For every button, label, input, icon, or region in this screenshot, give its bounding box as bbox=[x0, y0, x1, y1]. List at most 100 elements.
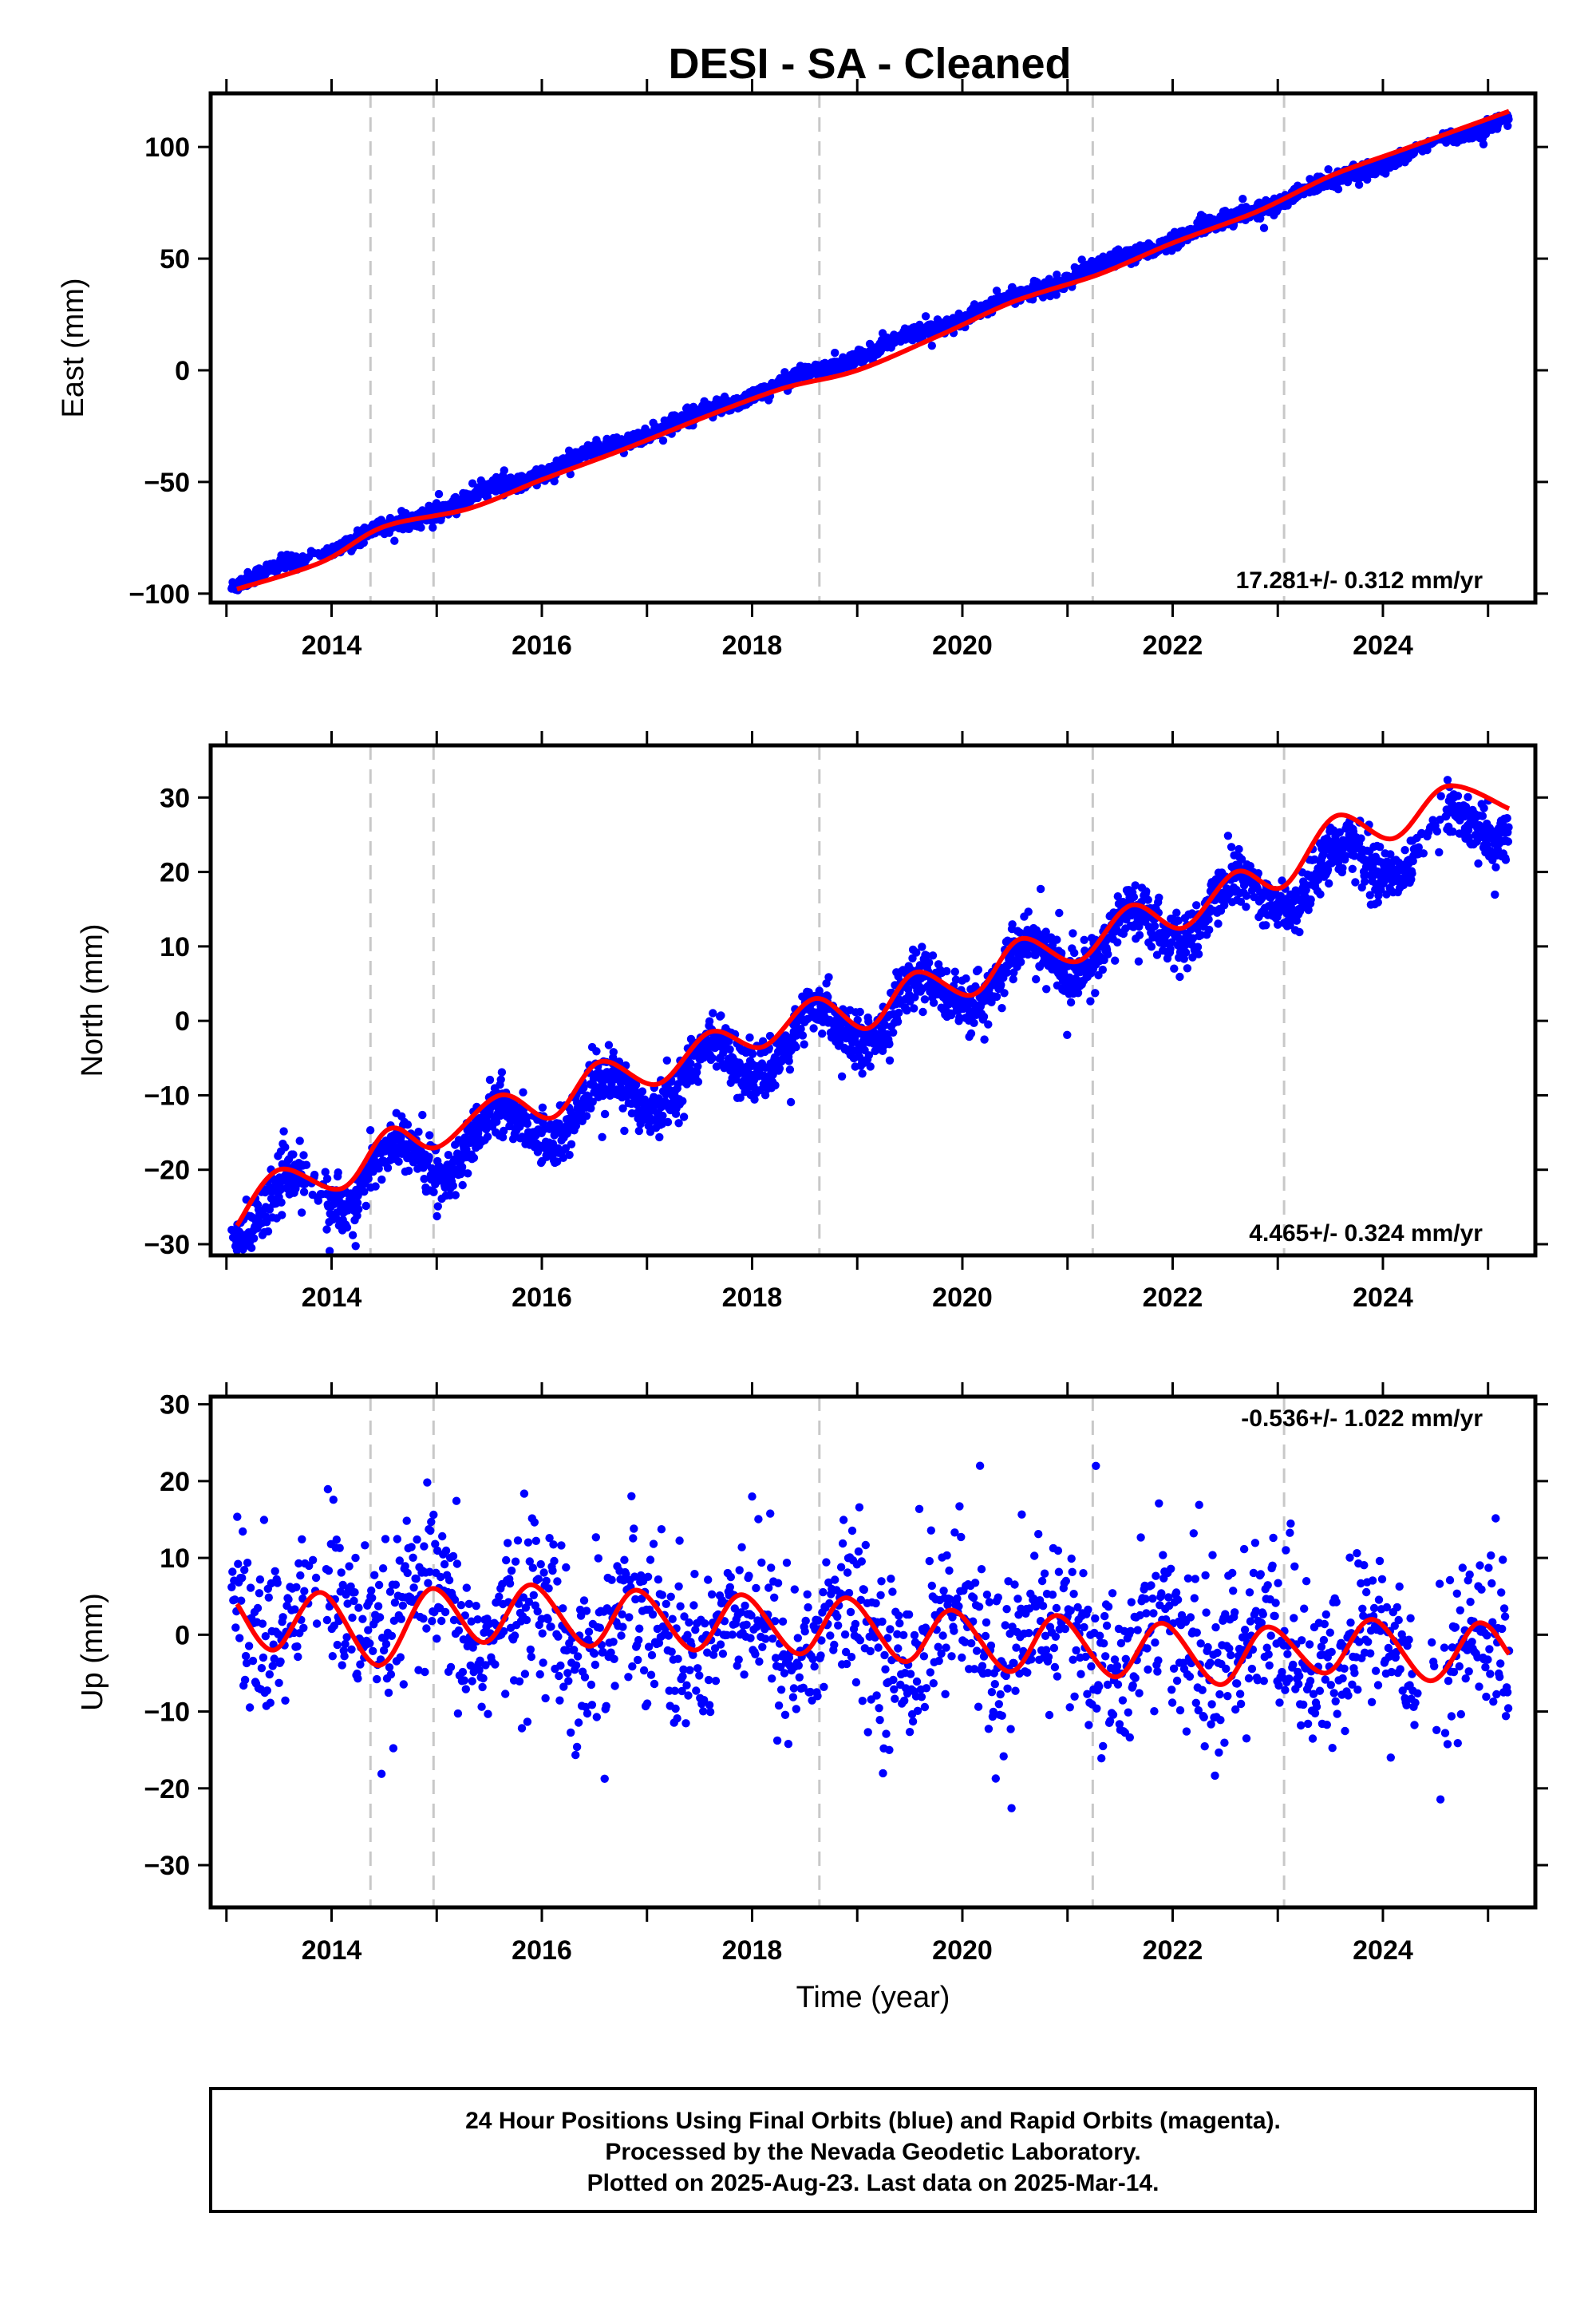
data-point bbox=[523, 1119, 532, 1128]
figure-title: DESI - SA - Cleaned bbox=[668, 40, 1071, 88]
data-point bbox=[1181, 948, 1191, 957]
data-point bbox=[397, 1132, 405, 1141]
data-point bbox=[1063, 1030, 1072, 1040]
data-point bbox=[1259, 223, 1269, 232]
data-point bbox=[970, 1018, 978, 1028]
data-point bbox=[497, 1068, 507, 1077]
data-point bbox=[1223, 832, 1233, 840]
data-point bbox=[1204, 915, 1213, 924]
data-point bbox=[889, 1028, 898, 1037]
data-point bbox=[485, 1075, 495, 1085]
data-point bbox=[492, 1117, 501, 1126]
data-point bbox=[974, 966, 983, 974]
data-point bbox=[277, 1198, 286, 1207]
data-point bbox=[1295, 927, 1304, 937]
data-point bbox=[1052, 290, 1061, 299]
data-point bbox=[1142, 887, 1151, 896]
data-point bbox=[354, 1205, 363, 1214]
data-point bbox=[567, 1140, 576, 1149]
data-point bbox=[824, 973, 833, 982]
plot-frame bbox=[208, 91, 1538, 605]
data-point bbox=[394, 1157, 403, 1166]
data-point bbox=[1316, 890, 1325, 899]
data-point bbox=[1017, 958, 1025, 966]
data-point bbox=[809, 1024, 818, 1033]
data-point bbox=[1086, 997, 1095, 1006]
y-axis-label: East (mm) bbox=[57, 278, 90, 417]
data-point bbox=[792, 1042, 800, 1052]
data-point bbox=[403, 1120, 413, 1129]
data-point bbox=[617, 1084, 626, 1093]
data-point bbox=[451, 1191, 460, 1199]
data-point bbox=[1066, 998, 1076, 1007]
data-point bbox=[604, 1041, 614, 1049]
data-point bbox=[755, 1086, 764, 1095]
data-point bbox=[1032, 974, 1041, 984]
data-point bbox=[1363, 175, 1372, 184]
data-point bbox=[417, 523, 425, 532]
data-point bbox=[748, 1049, 757, 1058]
data-point bbox=[383, 1164, 393, 1172]
data-point bbox=[658, 1111, 667, 1120]
data-point bbox=[433, 1202, 442, 1211]
data-point bbox=[992, 992, 1001, 1002]
data-point bbox=[855, 1007, 864, 1017]
data-point bbox=[663, 1117, 673, 1127]
data-point bbox=[1091, 989, 1100, 998]
data-point bbox=[858, 1069, 867, 1078]
data-point bbox=[1147, 943, 1156, 951]
data-point bbox=[1073, 989, 1083, 998]
data-point bbox=[425, 1152, 433, 1161]
data-point bbox=[912, 948, 921, 957]
data-point bbox=[893, 1018, 903, 1026]
data-point bbox=[1324, 165, 1333, 174]
data-point bbox=[587, 1104, 595, 1113]
data-point bbox=[1077, 255, 1086, 264]
data-point bbox=[289, 1150, 298, 1159]
data-point bbox=[836, 1021, 845, 1030]
data-point bbox=[818, 1030, 827, 1038]
data-point bbox=[559, 1153, 568, 1163]
data-point bbox=[322, 1174, 332, 1184]
data-point bbox=[265, 1205, 274, 1214]
data-point bbox=[984, 1020, 993, 1029]
data-point bbox=[322, 1225, 331, 1234]
data-point bbox=[1135, 931, 1144, 939]
data-point bbox=[1325, 879, 1333, 888]
data-point bbox=[725, 1037, 733, 1045]
data-point bbox=[1262, 921, 1270, 930]
data-point bbox=[321, 1168, 330, 1176]
data-point bbox=[469, 1153, 479, 1163]
data-point bbox=[903, 1006, 911, 1015]
data-point bbox=[418, 1110, 427, 1120]
data-point bbox=[448, 1181, 457, 1191]
data-point bbox=[377, 1175, 386, 1184]
data-point bbox=[365, 1126, 375, 1135]
data-point bbox=[922, 951, 931, 960]
data-point bbox=[895, 1008, 903, 1018]
data-point bbox=[1080, 935, 1088, 945]
data-point bbox=[853, 1015, 862, 1025]
x-tick-label: 2014 bbox=[302, 630, 362, 661]
data-point bbox=[786, 1097, 796, 1107]
data-point bbox=[429, 523, 437, 532]
data-point bbox=[1193, 943, 1203, 951]
data-point bbox=[760, 1091, 770, 1100]
data-point bbox=[1144, 895, 1152, 904]
data-point bbox=[1055, 908, 1064, 918]
data-point bbox=[1192, 901, 1201, 910]
data-point bbox=[866, 1062, 875, 1071]
data-point bbox=[705, 1017, 714, 1026]
data-point bbox=[247, 1243, 256, 1252]
data-point bbox=[458, 1180, 467, 1190]
data-point bbox=[361, 1201, 370, 1211]
data-point bbox=[910, 1004, 918, 1013]
data-point bbox=[342, 1223, 352, 1232]
data-point bbox=[885, 1056, 895, 1065]
data-point bbox=[796, 1025, 805, 1034]
data-point bbox=[918, 943, 926, 951]
data-point bbox=[1008, 920, 1017, 929]
